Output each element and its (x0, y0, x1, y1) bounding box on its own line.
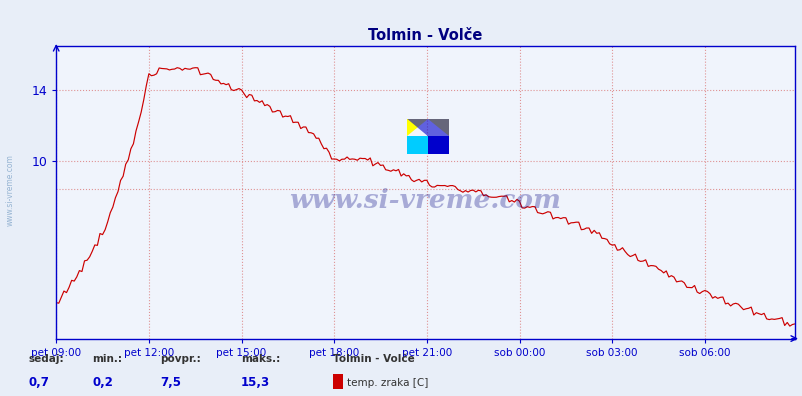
Text: www.si-vreme.com: www.si-vreme.com (290, 188, 561, 213)
Polygon shape (407, 119, 427, 136)
Text: min.:: min.: (92, 354, 122, 364)
Text: povpr.:: povpr.: (160, 354, 201, 364)
Text: 0,2: 0,2 (92, 376, 113, 389)
Text: 15,3: 15,3 (241, 376, 269, 389)
Text: maks.:: maks.: (241, 354, 280, 364)
Text: temp. zraka [C]: temp. zraka [C] (346, 378, 427, 388)
Title: Tolmin - Volče: Tolmin - Volče (368, 28, 482, 43)
Polygon shape (407, 136, 427, 154)
Polygon shape (407, 119, 448, 154)
Polygon shape (427, 119, 448, 136)
Polygon shape (427, 136, 448, 154)
Text: 7,5: 7,5 (160, 376, 181, 389)
Text: Tolmin - Volče: Tolmin - Volče (333, 354, 415, 364)
Text: www.si-vreme.com: www.si-vreme.com (6, 154, 14, 226)
Text: 0,7: 0,7 (28, 376, 49, 389)
Text: sedaj:: sedaj: (28, 354, 63, 364)
